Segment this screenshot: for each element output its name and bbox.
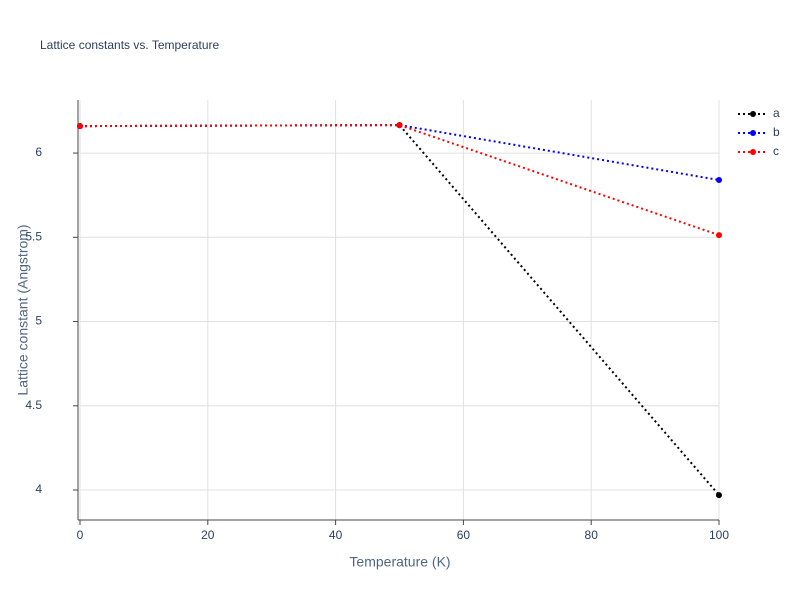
y-tick-label: 5 [35,314,42,328]
x-tick-label: 20 [201,528,215,542]
data-point [716,492,722,499]
y-tick-label: 6 [35,145,42,159]
chart-title: Lattice constants vs. Temperature [40,38,220,52]
data-point [716,232,722,239]
data-point [77,123,83,130]
x-tick-label: 100 [709,528,729,542]
legend-marker [750,111,756,117]
x-tick-label: 80 [585,528,599,542]
legend-marker [750,149,756,155]
y-tick-label: 4 [35,482,42,496]
x-tick-label: 40 [329,528,343,542]
y-tick-label: 5.5 [25,229,42,243]
x-tick-label: 0 [77,528,84,542]
x-tick-label: 60 [457,528,471,542]
legend-label: c [773,144,779,158]
series-line [79,124,720,237]
legend-marker [750,130,756,136]
y-tick-label: 4.5 [25,398,42,412]
data-point [716,177,722,184]
legend-label: a [773,106,780,120]
y-axis-label: Lattice constant (Angstrom) [15,224,31,395]
legend-label: b [773,125,780,139]
x-axis-label: Temperature (K) [349,554,450,570]
series-line [79,124,720,182]
data-point [396,122,403,129]
series-line [79,124,720,496]
